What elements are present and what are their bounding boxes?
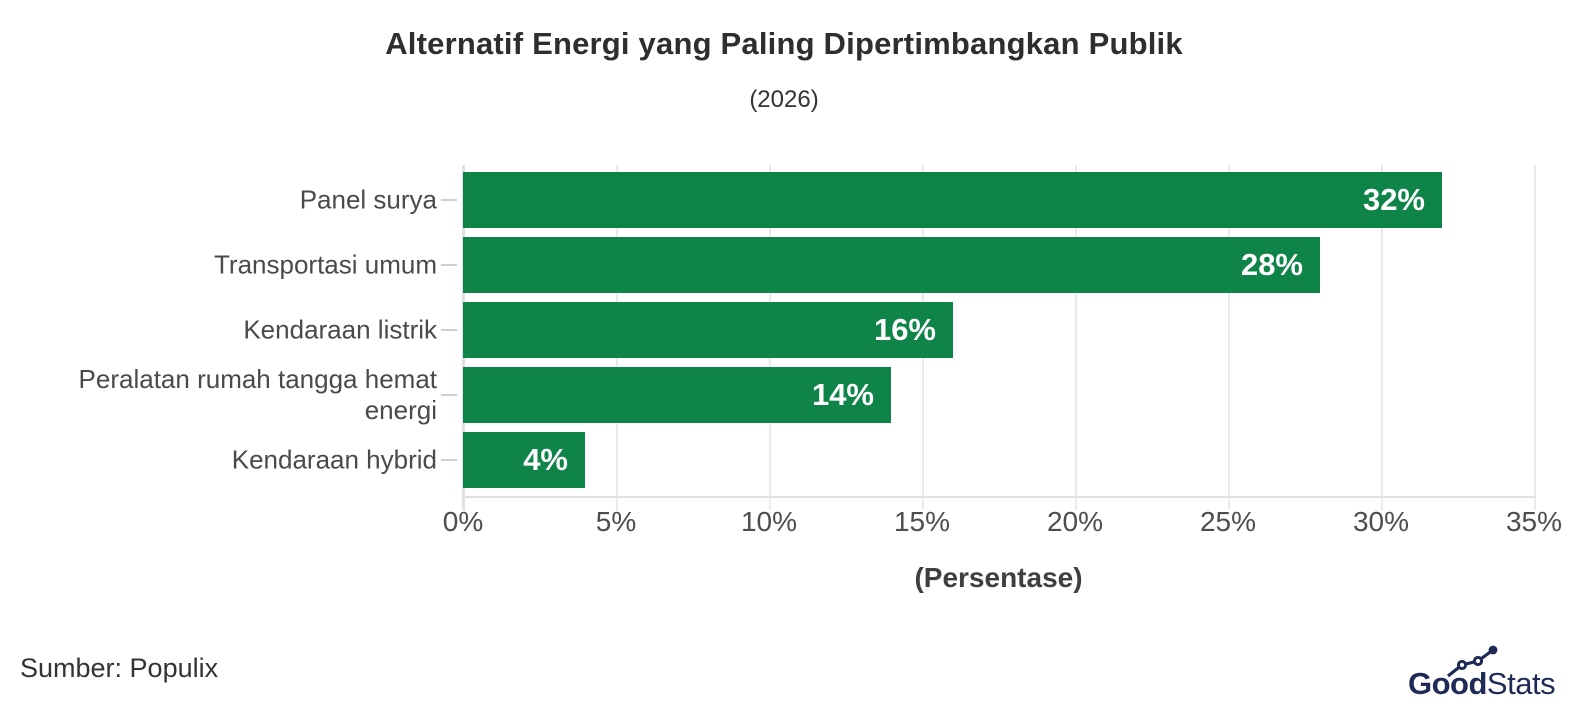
gridline-x-30	[1381, 165, 1383, 510]
chart-title: Alternatif Energi yang Paling Dipertimba…	[385, 26, 1183, 61]
logo-text-stats: Stats	[1486, 666, 1556, 701]
gridline-x-35	[1534, 165, 1536, 510]
category-tick	[441, 459, 457, 461]
bar-value-label: 28%	[1240, 247, 1303, 282]
bar-value-label: 16%	[873, 312, 936, 347]
bar-2: 28%	[463, 237, 1320, 293]
x-tick-label: 10%	[740, 506, 798, 537]
category-label: Panel surya	[299, 184, 437, 215]
goodstats-trendline-icon	[1447, 645, 1498, 678]
plot-area: 32% 28% 16% 14% 4%	[462, 165, 1536, 510]
bar-value-label: 4%	[523, 442, 568, 477]
category-tick	[441, 199, 457, 201]
bar-5: 4%	[463, 432, 585, 488]
bar-value-label: 14%	[811, 377, 874, 412]
x-axis-title: (Persentase)	[914, 562, 1083, 593]
bar-4: 14%	[463, 367, 891, 423]
category-tick	[441, 394, 457, 396]
x-tick-label: 30%	[1352, 506, 1410, 537]
chart-subtitle: (2026)	[749, 86, 819, 113]
gridline-x-25	[1228, 165, 1230, 510]
bar-value-label: 32%	[1362, 182, 1425, 217]
category-tick	[441, 264, 457, 266]
source-note: Sumber: Populix	[20, 653, 219, 683]
logo-text-good: Good	[1408, 666, 1487, 701]
bar-1: 32%	[463, 172, 1442, 228]
x-tick-label: 35%	[1505, 506, 1563, 537]
bar-3: 16%	[463, 302, 953, 358]
category-label: Peralatan rumah tangga hemat energi	[78, 364, 437, 425]
category-label: Kendaraan listrik	[243, 314, 437, 345]
x-tick-label: 15%	[893, 506, 951, 537]
x-tick-label: 20%	[1046, 506, 1104, 537]
x-tick-label: 25%	[1199, 506, 1257, 537]
category-label: Kendaraan hybrid	[231, 444, 437, 475]
category-label: Transportasi umum	[214, 249, 437, 280]
x-tick-label: 0%	[442, 506, 484, 537]
x-axis-line	[463, 496, 1536, 498]
category-tick	[441, 329, 457, 331]
gridline-x-20	[1075, 165, 1077, 510]
x-tick-label: 5%	[595, 506, 637, 537]
goodstats-logo: GoodStats	[1408, 645, 1556, 702]
